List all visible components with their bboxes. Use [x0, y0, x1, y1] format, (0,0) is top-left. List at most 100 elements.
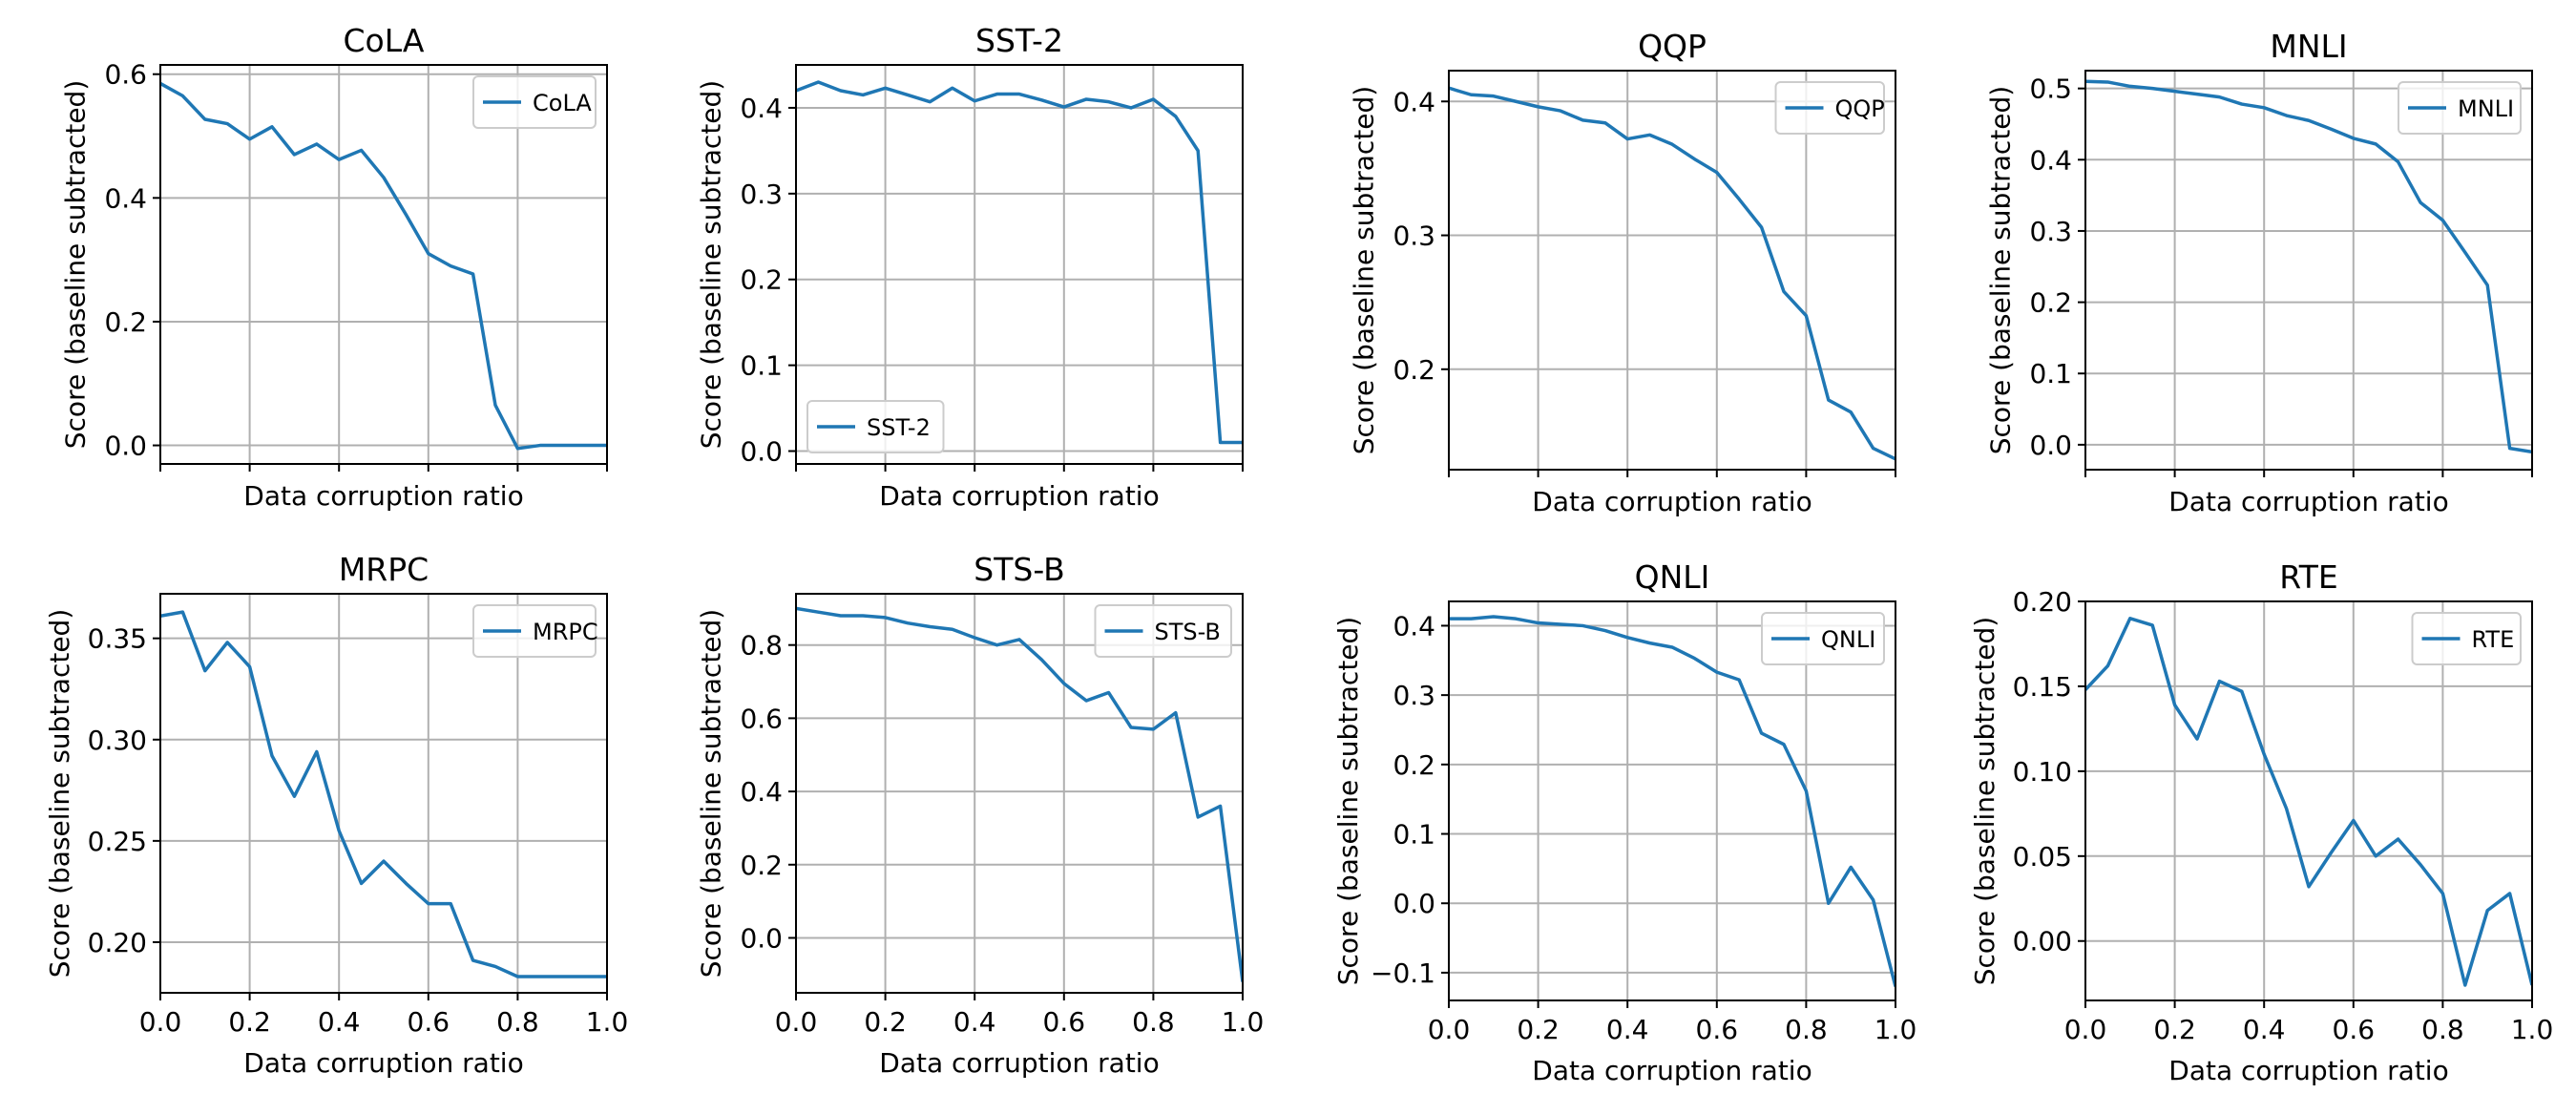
legend-box: [472, 604, 597, 658]
y-axis-label: Score (baseline subtracted): [1985, 86, 2017, 454]
plot-frame: [795, 64, 1244, 465]
y-tick-label: 0.25: [88, 826, 147, 857]
plot-frame: [795, 593, 1244, 994]
x-axis-label: Data corruption ratio: [2168, 1055, 2448, 1086]
y-axis-label: Score (baseline subtracted): [1332, 617, 1364, 985]
x-tick-label: 0.2: [1517, 1014, 1560, 1045]
x-tick-label: 0.8: [1785, 1014, 1828, 1045]
y-tick-label: 0.10: [2013, 756, 2072, 788]
y-tick-label: 0.35: [88, 623, 147, 655]
legend-box: [472, 75, 597, 129]
subplot-mnli: 0.0 0.1 0.2 0.3 0.4 0.5 MNLI Data corruption ra…: [1985, 28, 2533, 517]
x-tick-label: 0.0: [139, 1006, 182, 1038]
legend-label: MRPC: [533, 619, 598, 645]
subplot-qqp: 0.2 0.3 0.4 QQP Data corruption ratio Score (…: [1349, 28, 1896, 517]
y-tick-label: 0.4: [740, 93, 783, 124]
x-tick-label: 0.4: [318, 1006, 361, 1038]
x-axis-label: Data corruption ratio: [1532, 486, 1812, 517]
series-line-rte: [2085, 617, 2532, 987]
y-tick-label: 0.3: [1393, 680, 1435, 711]
y-axis-label: Score (baseline subtracted): [1969, 617, 2000, 985]
x-tick-label: 0.0: [775, 1006, 818, 1038]
x-tick-label: 0.6: [1043, 1006, 1086, 1038]
y-tick-label: 0.05: [2013, 841, 2072, 873]
y-tick-label: 0.0: [104, 431, 147, 462]
x-tick-label: 0.4: [953, 1006, 996, 1038]
y-tick-label: 0.4: [1393, 86, 1435, 117]
legend: MRPC: [472, 604, 598, 658]
plot-frame: [2084, 70, 2533, 471]
legend-label: QNLI: [1821, 626, 1875, 653]
series-line-qnli: [1449, 615, 1895, 987]
x-tick-label: 0.6: [408, 1006, 450, 1038]
legend: SST-2: [806, 400, 945, 453]
y-tick-label: −0.1: [1371, 957, 1435, 989]
legend: QQP: [1774, 81, 1885, 135]
x-axis-label: Data corruption ratio: [243, 480, 523, 512]
legend-box: [1094, 604, 1232, 658]
x-tick-label: 1.0: [2511, 1014, 2554, 1045]
plot-frame: [159, 593, 608, 994]
chart-title: QQP: [1638, 28, 1707, 65]
series-line-sst-2: [796, 80, 1243, 445]
y-axis-label: Score (baseline subtracted): [1349, 86, 1380, 454]
plot-frame: [2084, 600, 2533, 1001]
x-tick-label: 0.8: [496, 1006, 539, 1038]
y-axis-label: Score (baseline subtracted): [696, 80, 727, 449]
x-tick-label: 0.0: [1428, 1014, 1471, 1045]
y-tick-label: 0.1: [2029, 358, 2072, 389]
y-tick-label: 0.6: [104, 59, 147, 91]
legend-label: SST-2: [867, 414, 931, 441]
legend: QNLI: [1761, 612, 1885, 665]
y-tick-label: 0.3: [2029, 216, 2072, 247]
y-tick-label: 0.20: [2013, 586, 2072, 618]
legend-box: [2411, 612, 2522, 665]
legend: RTE: [2411, 612, 2522, 665]
subplot-sst-2: 0.0 0.1 0.2 0.3 0.4 SST-2 Data corruption rati…: [696, 22, 1244, 512]
y-tick-label: 0.0: [1393, 888, 1435, 919]
chart-title: CoLA: [344, 22, 425, 59]
legend-box: [1774, 81, 1885, 135]
series-line-mrpc: [160, 610, 607, 978]
series-line-sts-b: [796, 606, 1243, 982]
y-tick-label: 0.4: [1393, 610, 1435, 642]
subplot-cola: 0.0 0.2 0.4 0.6 CoLA Data corruption ratio Sco…: [60, 22, 608, 512]
y-tick-label: 0.1: [740, 350, 783, 382]
y-tick-label: 0.8: [740, 630, 783, 662]
x-tick-label: 0.6: [1696, 1014, 1739, 1045]
x-tick-label: 1.0: [1874, 1014, 1917, 1045]
chart-title: RTE: [2279, 558, 2338, 596]
y-tick-label: 0.20: [88, 927, 147, 958]
y-tick-label: 0.2: [104, 306, 147, 338]
subplot-mrpc: 0.0 0.2 0.4 0.6 0.8 1.0 0.20 0.25 0.30 0.35 MRPC Da…: [44, 551, 628, 1079]
y-tick-label: 0.2: [740, 850, 783, 881]
y-tick-label: 0.0: [740, 436, 783, 468]
chart-title: SST-2: [975, 22, 1063, 59]
legend-label: STS-B: [1155, 619, 1221, 645]
x-tick-label: 1.0: [586, 1006, 629, 1038]
subplot-sts-b: 0.0 0.2 0.4 0.6 0.8 1.0 0.0 0.2 0.4 0.6 0.8 STS-B Da…: [696, 551, 1265, 1079]
x-tick-label: 0.8: [1132, 1006, 1175, 1038]
legend: STS-B: [1094, 604, 1232, 658]
x-tick-label: 0.2: [2153, 1014, 2196, 1045]
y-tick-label: 0.1: [1393, 819, 1435, 851]
subplot-qnli: 0.0 0.2 0.4 0.6 0.8 1.0 −0.1 0.0 0.1 0.2 0.3 0.4 QNL…: [1332, 558, 1916, 1086]
series-line-qqp: [1449, 86, 1895, 461]
y-tick-label: 0.3: [1393, 221, 1435, 252]
legend-label: RTE: [2472, 626, 2515, 653]
y-tick-label: 0.00: [2013, 926, 2072, 957]
y-tick-label: 0.0: [2029, 430, 2072, 461]
legend-box: [2398, 81, 2522, 135]
y-tick-label: 0.2: [2029, 287, 2072, 319]
x-axis-label: Data corruption ratio: [879, 1047, 1159, 1079]
y-tick-label: 0.5: [2029, 74, 2072, 105]
y-tick-label: 0.30: [88, 725, 147, 756]
x-tick-label: 1.0: [1222, 1006, 1265, 1038]
y-axis-label: Score (baseline subtracted): [696, 609, 727, 978]
x-tick-label: 0.8: [2421, 1014, 2464, 1045]
y-tick-label: 0.3: [740, 179, 783, 210]
y-tick-label: 0.15: [2013, 671, 2072, 703]
chart-title: STS-B: [974, 551, 1064, 588]
plot-frame: [159, 64, 608, 465]
